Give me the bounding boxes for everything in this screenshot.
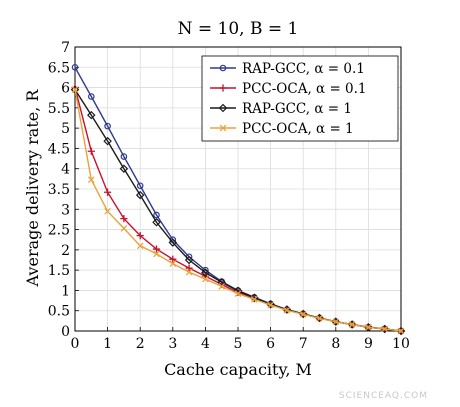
data-point-plus — [185, 264, 193, 272]
data-point-plus — [136, 232, 144, 240]
y-tick-label: 3.5 — [48, 182, 70, 198]
data-point-x — [283, 306, 291, 314]
series-layer — [70, 63, 406, 336]
y-tick-label: 1.5 — [48, 263, 70, 279]
data-point-x — [299, 311, 307, 318]
data-point-x — [169, 260, 177, 267]
data-point-x — [381, 325, 389, 333]
data-point-circle — [120, 153, 128, 160]
data-point-x — [185, 268, 193, 276]
chart-title: N = 10, B = 1 — [178, 19, 299, 39]
x-tick-label: 9 — [364, 336, 373, 352]
legend-entry: RAP-GCC, α = 0.1 — [210, 61, 365, 77]
data-point-diamond — [201, 268, 210, 277]
x-tick-label: 10 — [392, 336, 410, 352]
data-point-diamond — [87, 110, 96, 120]
data-point-x — [136, 242, 144, 250]
data-point-x — [365, 324, 372, 331]
x-tick-label: 3 — [168, 336, 177, 352]
data-point-x — [153, 250, 160, 258]
data-point-plus — [87, 147, 95, 155]
data-point-x — [87, 176, 95, 184]
data-point-circle — [71, 63, 79, 71]
legend-entry: RAP-GCC, α = 1 — [210, 101, 352, 117]
data-point-plus — [104, 188, 112, 196]
data-point-diamond — [184, 255, 194, 265]
y-tick-label: 0.5 — [48, 304, 70, 320]
legend-label: RAP-GCC, α = 1 — [242, 101, 352, 117]
data-point-circle — [219, 64, 227, 72]
data-point-circle — [88, 93, 95, 100]
data-point-diamond — [364, 323, 373, 332]
data-point-diamond — [103, 136, 112, 146]
data-point-x — [316, 315, 323, 322]
x-tick-label: 8 — [331, 336, 340, 352]
data-point-plus — [219, 84, 227, 92]
x-tick-label: 5 — [234, 336, 243, 352]
y-tick-label: 4.5 — [48, 141, 70, 157]
series-4 — [71, 86, 405, 335]
x-tick-label: 1 — [103, 336, 112, 352]
x-tick-label: 7 — [299, 336, 308, 352]
x-tick-label: 6 — [266, 336, 275, 352]
data-point-diamond — [152, 218, 161, 227]
y-tick-label: 5.5 — [48, 101, 70, 117]
y-tick-label: 1 — [61, 283, 70, 299]
data-point-x — [332, 318, 340, 326]
data-point-diamond — [347, 320, 357, 329]
data-point-plus — [120, 215, 128, 223]
legend-entry: PCC-OCA, α = 1 — [210, 121, 354, 137]
legend-label: PCC-OCA, α = 1 — [242, 121, 354, 137]
legend-entry: PCC-OCA, α = 0.1 — [210, 81, 367, 97]
data-point-plus — [152, 245, 161, 253]
data-point-x — [250, 296, 258, 303]
data-point-x — [218, 283, 226, 290]
x-tick-label: 2 — [136, 336, 145, 352]
x-tick-label: 4 — [201, 336, 210, 352]
data-point-circle — [153, 211, 160, 219]
x-axis-label: Cache capacity, M — [164, 360, 312, 379]
data-point-diamond — [119, 164, 129, 173]
data-point-plus — [169, 255, 177, 263]
y-tick-label: 3 — [61, 202, 70, 218]
y-axis-label: Average delivery rate, R — [23, 89, 42, 288]
y-tick-label: 6 — [61, 81, 70, 97]
y-tick-label: 2.5 — [48, 223, 70, 239]
data-point-diamond — [135, 190, 145, 200]
data-point-x — [397, 327, 405, 335]
data-point-x — [219, 124, 227, 132]
y-tick-label: 5 — [61, 121, 70, 137]
data-point-circle — [104, 122, 111, 130]
data-point-x — [71, 86, 79, 93]
y-tick-label: 6.5 — [48, 60, 70, 76]
y-tick-label: 7 — [61, 40, 70, 56]
watermark: SCIENCEAQ.COM — [338, 391, 428, 401]
legend-box — [201, 55, 399, 142]
data-point-x — [202, 275, 209, 283]
x-tick-label: 0 — [71, 336, 80, 352]
legend-label: RAP-GCC, α = 0.1 — [242, 61, 365, 77]
data-point-x — [348, 321, 356, 328]
y-tick-label: 4 — [61, 162, 70, 178]
legend: RAP-GCC, α = 0.1 PCC-OCA, α = 0.1 RAP-GCC,… — [201, 55, 399, 142]
data-point-x — [267, 301, 274, 309]
data-point-x — [104, 207, 111, 215]
data-point-circle — [136, 182, 144, 190]
data-point-diamond — [218, 103, 228, 113]
data-point-x — [120, 225, 128, 232]
data-point-x — [234, 290, 242, 298]
data-point-diamond — [380, 324, 389, 334]
y-tick-label: 0 — [61, 324, 70, 340]
y-tick-label: 2 — [61, 243, 70, 259]
data-point-diamond — [168, 238, 178, 247]
axis-ticks: 0 1 2 3 4 5 6 7 8 9 1000.511.522.533.544.555.566.5… — [48, 40, 410, 352]
legend-label: PCC-OCA, α = 0.1 — [242, 81, 367, 97]
data-point-diamond — [396, 326, 406, 336]
